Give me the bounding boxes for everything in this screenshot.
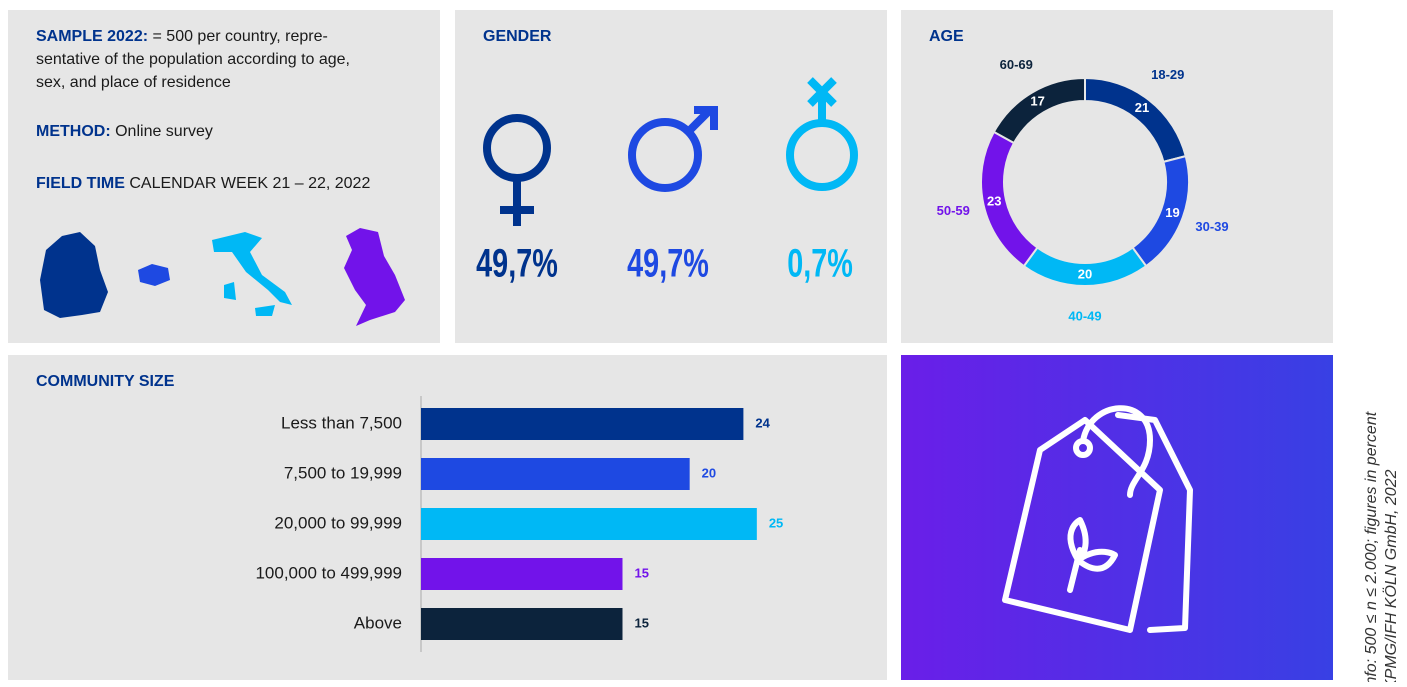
value-label: 20: [1078, 266, 1092, 281]
map-switzerland: [138, 264, 170, 286]
map-germany: [40, 232, 108, 318]
map-italy: [212, 232, 292, 316]
category-label: 18-29: [1151, 67, 1184, 82]
field-time-text: CALENDAR WEEK 21 – 22, 2022: [129, 175, 370, 192]
gender-share: 49,7%: [476, 241, 558, 286]
bar: [421, 508, 757, 540]
donut-segment: [992, 76, 1086, 145]
value-label: 17: [1030, 93, 1044, 108]
method: METHOD: Online survey: [36, 123, 213, 140]
value-label: 20: [702, 465, 716, 480]
value-label: 23: [987, 194, 1001, 209]
gender-shares: 49,7% 49,7% 0,7%: [476, 241, 853, 286]
field-time-label: FIELD TIME: [36, 175, 125, 192]
panel: [901, 355, 1333, 680]
source: Info: 500 ≤ n ≤ 2.000; figures in percen…: [1363, 411, 1400, 687]
category-label: 100,000 to 499,999: [255, 563, 402, 582]
sample-label: SAMPLE 2022:: [36, 28, 148, 45]
bar: [421, 558, 623, 590]
gender-title: GENDER: [483, 28, 552, 45]
bar: [421, 608, 623, 640]
value-label: 15: [635, 615, 649, 630]
category-label: Less than 7,500: [281, 413, 402, 432]
sample-line: = 500 per country, repre-: [153, 28, 328, 45]
value-label: 25: [769, 515, 783, 530]
method-text: Online survey: [115, 123, 213, 140]
bar: [421, 408, 744, 440]
field-time: FIELD TIME CALENDAR WEEK 21 – 22, 2022: [36, 175, 370, 192]
sample-line: sentative of the population according to…: [36, 51, 350, 68]
value-label: 24: [755, 415, 770, 430]
value-label: 19: [1165, 205, 1179, 220]
value-label: 15: [635, 565, 649, 580]
category-label: 40-49: [1068, 308, 1101, 323]
chart-title: COMMUNITY SIZE: [36, 373, 175, 390]
source-line: KPMG/IFH KÖLN GmbH, 2022: [1382, 469, 1400, 682]
category-label: 60-69: [1000, 57, 1033, 72]
map-uk: [344, 228, 405, 326]
panel: [901, 10, 1333, 343]
sample-text: SAMPLE 2022: = 500 per country, repre-: [36, 28, 328, 45]
value-label: 21: [1135, 100, 1149, 115]
category-label: 7,500 to 19,999: [284, 463, 402, 482]
tea-icon: [1002, 405, 1193, 633]
category-label: 50-59: [937, 203, 970, 218]
category-label: Above: [354, 613, 402, 632]
source-line: Info: 500 ≤ n ≤ 2.000; figures in percen…: [1363, 411, 1380, 682]
chart-title: AGE: [929, 28, 964, 45]
sample-line: sex, and place of residence: [36, 74, 231, 91]
bar: [421, 458, 690, 490]
gender-icons: [483, 77, 858, 226]
method-label: METHOD:: [36, 123, 111, 140]
category-label: 20,000 to 99,999: [274, 513, 402, 532]
category-label: 30-39: [1195, 219, 1228, 234]
gender-share: 0,7%: [787, 241, 853, 286]
gender-share: 49,7%: [627, 241, 709, 286]
